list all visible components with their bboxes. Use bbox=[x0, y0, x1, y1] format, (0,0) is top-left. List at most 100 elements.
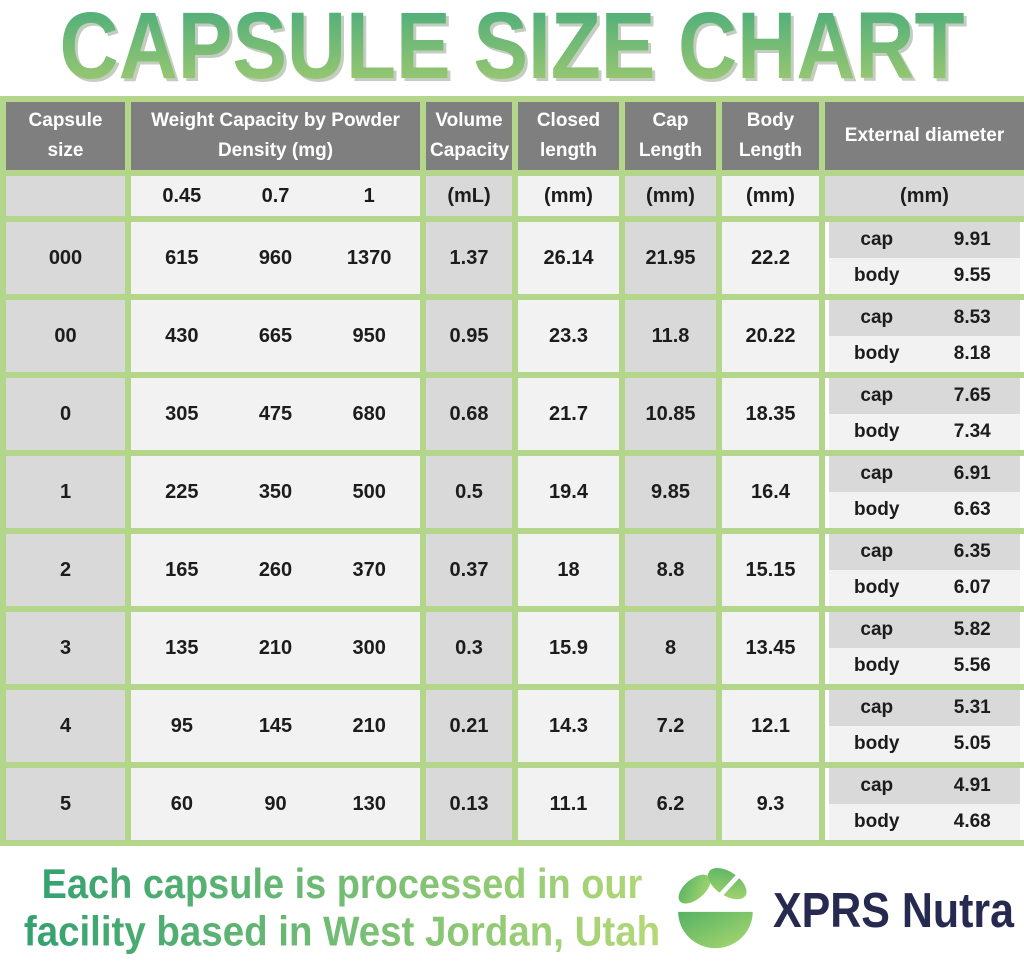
body-diameter-value: 6.63 bbox=[953, 499, 991, 520]
weight-at-1: 1370 bbox=[346, 246, 392, 269]
external-body-row: body 4.68 bbox=[829, 804, 1020, 837]
weight-capacity-cell: 165 260 370 bbox=[125, 528, 426, 612]
weight-at-0.7: 90 bbox=[264, 792, 287, 815]
body-diameter-value: 5.56 bbox=[953, 655, 991, 676]
units-cap: (mm) bbox=[619, 170, 722, 222]
weight-at-0.45: 615 bbox=[165, 246, 199, 269]
external-diameter-cell: cap 5.31 body 5.05 bbox=[819, 684, 1024, 768]
page-title: CAPSULE SIZE CHART bbox=[60, 0, 965, 96]
volume-capacity-value: 0.37 bbox=[420, 528, 518, 612]
capsule-size-value: 5 bbox=[0, 762, 131, 846]
footer-line1: Each capsule is processed in our bbox=[42, 860, 643, 907]
weight-at-0.7: 665 bbox=[258, 324, 293, 347]
density-0.7: 0.7 bbox=[261, 184, 290, 207]
cap-label: cap bbox=[860, 697, 894, 718]
brand-logo: XPRS Nutra bbox=[773, 883, 1015, 938]
body-label: body bbox=[854, 343, 900, 364]
cap-diameter-value: 6.91 bbox=[953, 463, 991, 484]
cap-diameter-value: 6.35 bbox=[953, 541, 991, 562]
external-body-row: body 5.05 bbox=[829, 726, 1020, 759]
table-header-row: Capsule size Weight Capacity by Powder D… bbox=[0, 96, 1024, 176]
body-length-value: 16.4 bbox=[716, 450, 825, 534]
capsule-size-table: Capsule size Weight Capacity by Powder D… bbox=[0, 96, 1024, 846]
cap-diameter-value: 4.91 bbox=[953, 775, 991, 796]
weight-at-1: 500 bbox=[352, 480, 386, 503]
table-row: 4 95 145 210 0.21 14.3 7.2 12.1 bbox=[0, 684, 1024, 768]
weight-at-0.45: 60 bbox=[170, 792, 193, 815]
cap-label: cap bbox=[860, 307, 894, 328]
weight-capacity-cell: 60 90 130 bbox=[125, 762, 426, 846]
body-diameter-value: 5.05 bbox=[953, 733, 991, 754]
table-row: 1 225 350 500 0.5 19.4 9.85 16.4 bbox=[0, 450, 1024, 534]
external-cap-row: cap 6.35 bbox=[829, 537, 1020, 570]
weight-at-0.45: 430 bbox=[165, 324, 199, 347]
cap-length-value: 11.8 bbox=[619, 294, 722, 378]
page-footer: Each capsule is processed in our facilit… bbox=[0, 846, 1024, 966]
weight-at-1: 130 bbox=[352, 792, 386, 815]
page-title-shadow: CAPSULE SIZE CHART bbox=[63, 0, 968, 96]
body-diameter-value: 6.07 bbox=[953, 577, 991, 598]
cap-length-value: 21.95 bbox=[619, 216, 722, 300]
body-length-value: 13.45 bbox=[716, 606, 825, 690]
external-body-row: body 5.56 bbox=[829, 648, 1020, 681]
footer-message: Each capsule is processed in our facilit… bbox=[24, 860, 660, 955]
capsule-size-value: 00 bbox=[0, 294, 131, 378]
weight-at-0.7: 350 bbox=[258, 480, 293, 503]
external-cap-row: cap 5.82 bbox=[829, 615, 1020, 648]
capsule-size-value: 4 bbox=[0, 684, 131, 768]
header-body-length: Body Length bbox=[716, 96, 825, 176]
cap-label: cap bbox=[860, 619, 894, 640]
page-header: CAPSULE SIZE CHART CAPSULE SIZE CHART bbox=[0, 0, 1024, 96]
header-capsule-size: Capsule size bbox=[0, 96, 131, 176]
closed-length-value: 21.7 bbox=[512, 372, 625, 456]
external-body-row: body 6.63 bbox=[829, 492, 1020, 525]
units-external: (mm) bbox=[819, 170, 1024, 222]
weight-at-1: 210 bbox=[352, 714, 386, 737]
cap-length-value: 6.2 bbox=[619, 762, 722, 846]
external-cap-row: cap 9.91 bbox=[829, 225, 1020, 258]
weight-at-0.7: 475 bbox=[258, 402, 293, 425]
cap-label: cap bbox=[860, 385, 894, 406]
external-diameter-cell: cap 6.91 body 6.63 bbox=[819, 450, 1024, 534]
units-body: (mm) bbox=[716, 170, 825, 222]
cap-length-value: 8.8 bbox=[619, 528, 722, 612]
table-row: 3 135 210 300 0.3 15.9 8 13.45 bbox=[0, 606, 1024, 690]
body-length-value: 20.22 bbox=[716, 294, 825, 378]
table-row: 2 165 260 370 0.37 18 8.8 15.15 bbox=[0, 528, 1024, 612]
weight-capacity-cell: 95 145 210 bbox=[125, 684, 426, 768]
body-label: body bbox=[854, 265, 900, 286]
external-diameter-cell: cap 5.82 body 5.56 bbox=[819, 606, 1024, 690]
table-units-row: 0.45 0.7 1 (mL) (mm) (mm) (mm) (mm) bbox=[0, 170, 1024, 222]
weight-at-1: 300 bbox=[352, 636, 386, 659]
external-body-row: body 8.18 bbox=[829, 336, 1020, 369]
title-graphic: CAPSULE SIZE CHART CAPSULE SIZE CHART bbox=[60, 0, 968, 96]
capsule-size-value: 2 bbox=[0, 528, 131, 612]
external-cap-row: cap 4.91 bbox=[829, 771, 1020, 804]
table-row: 5 60 90 130 0.13 11.1 6.2 9.3 bbox=[0, 762, 1024, 846]
header-closed-length: Closed length bbox=[512, 96, 625, 176]
brand-name: XPRS Nutra bbox=[773, 883, 1015, 938]
units-density-cell: 0.45 0.7 1 bbox=[125, 170, 426, 222]
weight-capacity-cell: 430 665 950 bbox=[125, 294, 426, 378]
external-diameter-cell: cap 7.65 body 7.34 bbox=[819, 372, 1024, 456]
weight-capacity-cell: 225 350 500 bbox=[125, 450, 426, 534]
external-cap-row: cap 5.31 bbox=[829, 693, 1020, 726]
weight-at-0.45: 225 bbox=[165, 480, 199, 503]
body-length-value: 12.1 bbox=[716, 684, 825, 768]
footer-line2: facility based in West Jordan, Utah bbox=[24, 908, 660, 955]
external-body-row: body 7.34 bbox=[829, 414, 1020, 447]
units-empty-cell bbox=[0, 170, 131, 222]
closed-length-value: 11.1 bbox=[512, 762, 625, 846]
closed-length-value: 26.14 bbox=[512, 216, 625, 300]
body-diameter-value: 9.55 bbox=[953, 265, 991, 286]
weight-at-0.7: 260 bbox=[258, 558, 293, 581]
body-diameter-value: 8.18 bbox=[953, 343, 991, 364]
closed-length-value: 19.4 bbox=[512, 450, 625, 534]
table-row: 0 305 475 680 0.68 21.7 10.85 18.35 bbox=[0, 372, 1024, 456]
weight-at-1: 950 bbox=[352, 324, 386, 347]
cap-length-value: 9.85 bbox=[619, 450, 722, 534]
closed-length-value: 14.3 bbox=[512, 684, 625, 768]
volume-capacity-value: 1.37 bbox=[420, 216, 518, 300]
external-cap-row: cap 6.91 bbox=[829, 459, 1020, 492]
